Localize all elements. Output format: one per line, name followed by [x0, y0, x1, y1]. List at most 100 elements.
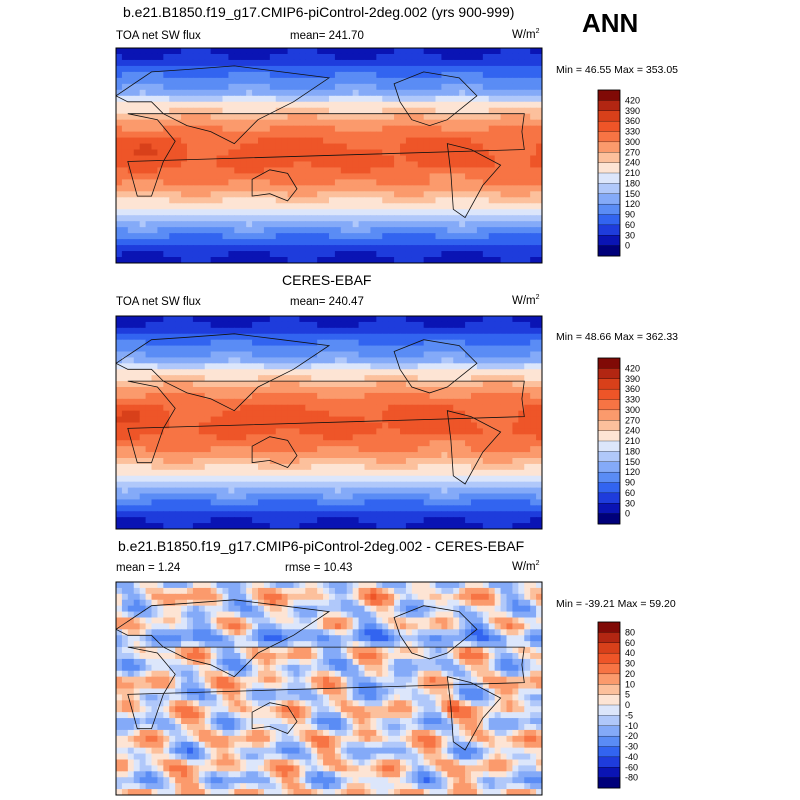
- map-cell: [465, 316, 472, 323]
- map-cell: [476, 101, 484, 109]
- map-cell: [536, 410, 542, 418]
- map-cell: [216, 131, 224, 139]
- map-cell: [441, 469, 448, 477]
- map-cell: [133, 83, 141, 91]
- map-cell: [334, 351, 342, 359]
- map-cell: [127, 387, 135, 394]
- map-cell: [376, 203, 383, 210]
- map-cell: [435, 155, 443, 163]
- map-cell: [411, 363, 419, 370]
- map-cell: [234, 215, 241, 222]
- map-cell: [192, 191, 200, 198]
- map-cell: [394, 339, 401, 347]
- map-cell: [376, 161, 383, 169]
- map-cell: [459, 434, 466, 441]
- map-cell: [435, 65, 443, 73]
- map-cell: [447, 71, 454, 79]
- map-cell: [394, 469, 401, 477]
- map-cell: [222, 463, 230, 471]
- map-cell: [524, 446, 531, 453]
- map-cell: [447, 251, 454, 258]
- map-cell: [482, 119, 490, 127]
- map-cell: [293, 387, 301, 394]
- map-cell: [198, 251, 206, 258]
- map-cell: [388, 173, 395, 180]
- map-cell: [198, 131, 206, 139]
- map-cell: [216, 398, 224, 406]
- map-cell: [512, 48, 519, 55]
- map-cell: [175, 321, 182, 329]
- map-cell: [269, 452, 277, 459]
- map-cell: [370, 398, 377, 406]
- map-cell: [488, 481, 496, 489]
- map-cell: [169, 357, 176, 364]
- map-cell: [269, 233, 277, 240]
- map-cell: [482, 387, 490, 394]
- map-cell: [240, 446, 247, 453]
- map-cell: [281, 257, 289, 263]
- map-cell: [275, 215, 283, 222]
- map-cell: [441, 487, 448, 495]
- map-cell: [263, 387, 271, 394]
- map-cell: [358, 155, 366, 163]
- map-cell: [317, 327, 324, 335]
- map-cell: [175, 113, 182, 121]
- map-cell: [340, 131, 348, 139]
- map-cell: [411, 463, 419, 471]
- map-cell: [216, 137, 224, 145]
- map-cell: [441, 428, 448, 435]
- map-cell: [187, 316, 194, 323]
- map-cell: [157, 369, 164, 376]
- map-cell: [258, 481, 265, 489]
- map-cell: [400, 493, 407, 501]
- map-cell: [417, 351, 425, 359]
- map-cell: [116, 511, 123, 518]
- map-cell: [530, 392, 537, 400]
- map-cell: [352, 71, 360, 79]
- map-cell: [453, 392, 460, 400]
- map-cell: [299, 167, 306, 175]
- map-cell: [228, 416, 235, 424]
- map-cell: [329, 410, 336, 418]
- map-cell: [429, 59, 437, 67]
- map-cell: [181, 233, 188, 240]
- map-cell: [127, 327, 135, 335]
- map-cell: [370, 404, 377, 412]
- map-cell: [151, 505, 159, 512]
- map-cell: [175, 197, 182, 204]
- map-cell: [246, 65, 253, 73]
- map-cell: [352, 463, 360, 471]
- map-cell: [317, 53, 324, 61]
- map-cell: [494, 363, 502, 370]
- map-cell: [198, 125, 206, 133]
- map-cell: [281, 191, 289, 198]
- map-cell: [405, 83, 413, 91]
- map-cell: [192, 185, 200, 192]
- map-cell: [518, 469, 525, 477]
- map-cell: [340, 458, 348, 465]
- map-cell: [116, 119, 123, 127]
- map-cell: [222, 185, 230, 192]
- map-cell: [394, 65, 401, 73]
- map-cell: [482, 398, 490, 406]
- map-cell: [435, 410, 443, 418]
- map-cell: [252, 316, 259, 323]
- map-cell: [240, 71, 247, 79]
- map-cell: [453, 245, 460, 252]
- map-cell: [216, 89, 224, 97]
- map-cell: [139, 227, 147, 234]
- map-cell: [198, 71, 206, 79]
- map-cell: [145, 125, 153, 133]
- map-cell: [175, 363, 182, 370]
- map-cell: [317, 155, 324, 163]
- map-cell: [121, 416, 129, 424]
- map-cell: [240, 257, 247, 263]
- map-cell: [506, 499, 514, 506]
- map-cell: [299, 475, 306, 483]
- map-cell: [340, 357, 348, 364]
- map-cell: [382, 487, 389, 495]
- map-cell: [459, 155, 466, 163]
- map-cell: [139, 221, 147, 228]
- map-cell: [157, 209, 164, 216]
- map-cell: [275, 251, 283, 258]
